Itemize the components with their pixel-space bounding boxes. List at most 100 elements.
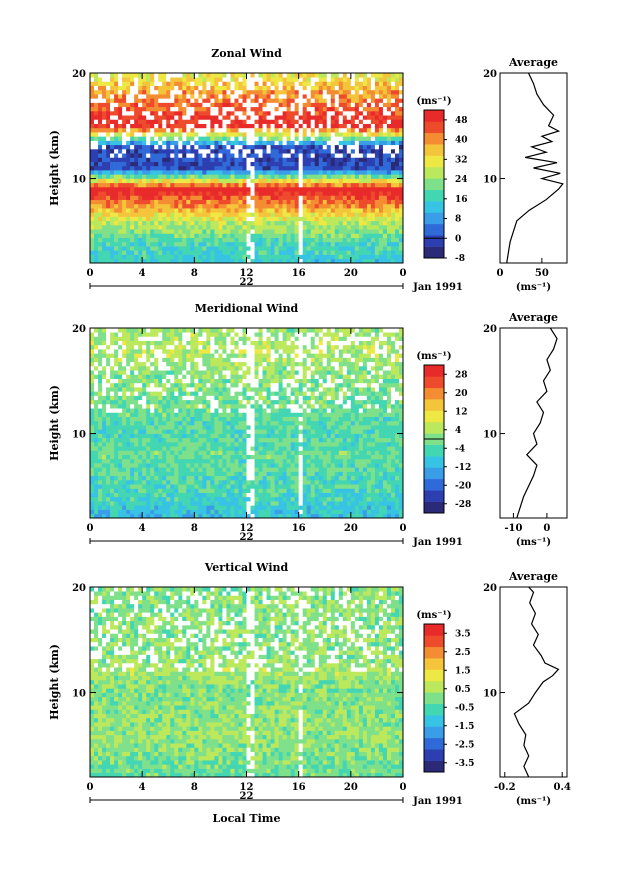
x-tick-label: 16 bbox=[292, 268, 306, 279]
heatmap-cell bbox=[338, 467, 344, 472]
heatmap-cell bbox=[130, 513, 135, 519]
heatmap-cell bbox=[230, 480, 235, 485]
heatmap-cell bbox=[214, 106, 219, 112]
heatmap-cell bbox=[142, 115, 147, 120]
heatmap-cell bbox=[94, 458, 99, 464]
heatmap-cell bbox=[154, 136, 159, 141]
heatmap-cell bbox=[334, 492, 340, 498]
heatmap-cell bbox=[262, 492, 267, 498]
heatmap-cell bbox=[330, 195, 336, 200]
heatmap-cell bbox=[290, 170, 295, 175]
heatmap-cell bbox=[394, 237, 400, 243]
heatmap-cell bbox=[274, 111, 279, 116]
heatmap-cell bbox=[358, 94, 364, 99]
heatmap-cell bbox=[134, 170, 139, 175]
heatmap-cell bbox=[282, 496, 287, 502]
heatmap-cell bbox=[158, 89, 163, 95]
heatmap-cell bbox=[334, 178, 340, 184]
heatmap-cell bbox=[362, 212, 368, 217]
heatmap-cell bbox=[306, 254, 311, 260]
heatmap-cell bbox=[154, 225, 159, 230]
heatmap-cell bbox=[262, 191, 267, 196]
heatmap-cell bbox=[110, 229, 115, 234]
heatmap-cell bbox=[266, 102, 271, 108]
heatmap-cell bbox=[162, 153, 167, 158]
heatmap-cell bbox=[114, 488, 119, 493]
heatmap-cell bbox=[350, 132, 356, 137]
heatmap-cell bbox=[178, 513, 183, 519]
heatmap-cell bbox=[306, 513, 311, 519]
heatmap-cell bbox=[230, 85, 235, 91]
heatmap-cell bbox=[174, 89, 179, 95]
heatmap-cell bbox=[330, 178, 336, 184]
heatmap-cell bbox=[310, 73, 316, 78]
heatmap-cell bbox=[114, 111, 119, 116]
heatmap-cell bbox=[350, 111, 356, 116]
heatmap-cell bbox=[102, 199, 107, 205]
heatmap-cell bbox=[134, 229, 139, 234]
heatmap-cell bbox=[218, 199, 223, 205]
heatmap-cell bbox=[302, 216, 307, 222]
heatmap-cell bbox=[262, 509, 267, 515]
heatmap-cell bbox=[258, 513, 263, 519]
heatmap-cell bbox=[282, 229, 287, 234]
heatmap-cell bbox=[382, 467, 388, 472]
heatmap-cell bbox=[366, 250, 372, 255]
heatmap-cell bbox=[94, 442, 99, 447]
heatmap-cell bbox=[166, 136, 171, 141]
heatmap-cell bbox=[354, 212, 360, 217]
heatmap-cell bbox=[178, 85, 183, 91]
heatmap-cell bbox=[230, 98, 235, 103]
heatmap-cell bbox=[338, 161, 344, 167]
heatmap-cell bbox=[398, 77, 404, 82]
heatmap-cell bbox=[398, 98, 404, 103]
heatmap-cell bbox=[278, 501, 283, 506]
heatmap-cell bbox=[350, 174, 356, 179]
heatmap-cell bbox=[122, 480, 127, 485]
heatmap-cell bbox=[398, 170, 404, 175]
heatmap-cell bbox=[210, 106, 215, 112]
heatmap-cell bbox=[258, 153, 263, 158]
heatmap-cell bbox=[126, 187, 131, 192]
colorbar-swatch bbox=[424, 235, 444, 247]
heatmap-cell bbox=[378, 467, 384, 472]
heatmap-cell bbox=[282, 127, 287, 133]
heatmap-cell bbox=[238, 127, 243, 133]
heatmap-cell bbox=[242, 258, 247, 264]
heatmap-cell bbox=[194, 140, 199, 146]
heatmap-cell bbox=[182, 203, 187, 209]
heatmap-cell bbox=[374, 178, 380, 184]
heatmap-cell bbox=[354, 203, 360, 209]
heatmap-cell bbox=[194, 250, 199, 255]
heatmap-cell bbox=[342, 458, 348, 464]
heatmap-cell bbox=[194, 467, 199, 472]
heatmap-cell bbox=[202, 480, 207, 485]
heatmap-cell bbox=[278, 199, 283, 205]
heatmap-cell bbox=[158, 149, 163, 154]
heatmap-cell bbox=[146, 229, 151, 234]
heatmap-cell bbox=[122, 153, 127, 158]
heatmap-cell bbox=[170, 98, 175, 103]
heatmap-cell bbox=[150, 509, 155, 515]
heatmap-cell bbox=[310, 123, 316, 129]
heatmap-cell bbox=[370, 123, 376, 129]
heatmap-cell bbox=[394, 157, 400, 162]
heatmap-cell bbox=[286, 182, 291, 188]
heatmap-cell bbox=[306, 174, 311, 179]
heatmap-cell bbox=[142, 195, 147, 200]
heatmap-cell bbox=[190, 132, 195, 137]
heatmap-cell bbox=[170, 178, 175, 184]
heatmap-cell bbox=[294, 174, 299, 179]
heatmap-cell bbox=[318, 492, 324, 498]
heatmap-cell bbox=[370, 199, 376, 205]
heatmap-cell bbox=[150, 89, 155, 95]
heatmap-cell bbox=[158, 446, 163, 451]
heatmap-cell bbox=[182, 254, 187, 260]
heatmap-cell bbox=[342, 258, 348, 264]
heatmap-cell bbox=[210, 488, 215, 493]
heatmap-cell bbox=[198, 149, 203, 154]
heatmap-cell bbox=[270, 85, 275, 91]
heatmap-cell bbox=[286, 191, 291, 196]
heatmap-cell bbox=[178, 446, 183, 451]
heatmap-cell bbox=[374, 102, 380, 108]
